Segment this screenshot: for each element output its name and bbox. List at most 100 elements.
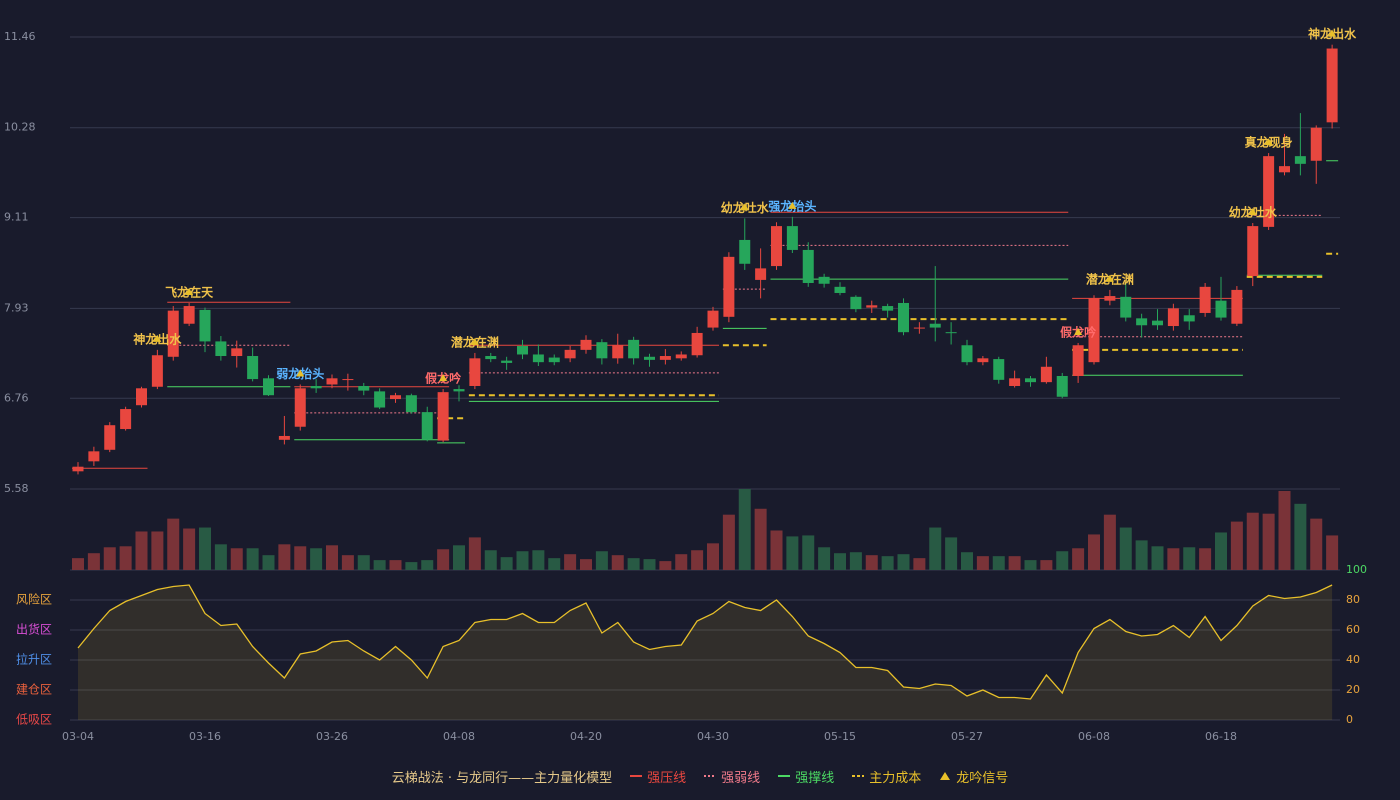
candle-body [1294,156,1306,164]
volume-bar [484,550,497,570]
candle-body [1009,378,1021,386]
volume-bar [929,527,942,570]
x-tick-label: 05-15 [824,730,856,743]
x-tick-label: 05-27 [951,730,983,743]
volume-bar [976,556,989,570]
volume-bar [405,562,418,570]
volume-bar [1278,490,1291,570]
y-tick-label: 9.11 [4,211,29,224]
volume-bar [580,559,592,570]
volume-bar [373,560,386,570]
volume-bar [643,559,656,570]
legend-label: 龙吟信号 [956,770,1009,786]
candle-body [1183,315,1195,322]
volume-bar [1024,560,1037,570]
y-tick-label: 11.46 [4,30,36,43]
volume-bar [103,547,116,570]
signal-marker [1264,138,1273,146]
volume-bar [548,558,561,570]
volume-bar [468,537,481,570]
candle-body [1088,298,1100,363]
candle-body [247,356,259,380]
legend-item: 强弱线 [704,767,760,786]
legend: 云梯战法 · 与龙同行——主力量化模型 强压线 强弱线 强撑线 主力成本 龙吟信号 [0,764,1400,788]
volume-bar [1183,547,1196,570]
volume-bar [1008,556,1021,570]
volume-bar [881,556,894,570]
legend-swatch [778,775,791,777]
signal-marker [1328,29,1337,37]
candle-body [771,226,782,267]
candle-body [1152,320,1163,326]
x-tick-label: 04-08 [443,730,475,743]
candle-body [1072,345,1084,376]
candle-body [739,239,751,264]
legend-label: 强撑线 [795,770,835,786]
legend-item: 强撑线 [778,767,834,786]
volume-bar [135,531,148,570]
volume-bar [1040,560,1053,570]
volume-bar [167,518,180,570]
legend-swatch [630,775,643,777]
candle-body [72,466,84,472]
candle-body [707,310,719,328]
candle-body [231,348,243,357]
volume-bar [1072,548,1085,570]
signal-marker [1074,327,1083,335]
x-tick-label: 03-26 [316,730,348,743]
volume-bar [500,557,513,570]
candle-body [199,309,211,342]
candle-body [263,378,274,396]
candle-body [866,305,878,308]
candle-body [1215,300,1227,318]
volume-bar [1151,546,1164,570]
volume-bar [183,528,196,570]
candle-body [104,425,116,450]
candle-body [786,226,798,250]
candle-body [167,310,179,357]
candle-body [1104,296,1116,301]
osc-tick-label: 100 [1346,563,1367,576]
volume-bar [961,552,973,570]
candle-body [659,356,671,360]
osc-tick-label: 60 [1346,623,1360,636]
signal-marker [470,337,479,345]
volume-bar [87,553,100,570]
candle-body [183,306,195,324]
signal-marker [1105,274,1114,282]
volume-bar [611,555,624,570]
volume-bar [119,546,132,570]
candle-body [453,389,465,392]
signal-marker [740,203,749,211]
candle-body [1025,378,1036,383]
volume-bar [595,551,608,570]
candle-body [374,391,386,408]
x-tick-label: 04-20 [570,730,602,743]
volume-bar [897,554,910,570]
signal-marker [788,201,797,209]
candle-body [1120,296,1132,318]
volume-bar [564,554,577,570]
x-tick-label: 04-30 [697,730,729,743]
zone-label: 建仓区 [16,683,52,697]
candle-body [818,276,830,284]
volume-bar [421,560,434,570]
volume-bar [151,531,164,570]
y-tick-label: 7.93 [4,301,29,314]
volume-bar [1262,513,1275,570]
candle-body [358,385,370,391]
candle-body [1167,308,1179,327]
candle-body [802,249,814,283]
candle-body [469,358,481,386]
candle-body [278,435,290,440]
volume-bar [1326,535,1339,570]
candle-body [755,268,767,280]
candle-body [691,332,703,356]
volume-bar [865,555,878,570]
osc-tick-label: 40 [1346,653,1360,666]
x-tick-label: 06-18 [1205,730,1237,743]
legend-swatch [940,772,951,780]
candle-body [898,302,909,333]
volume-bar [786,536,799,570]
